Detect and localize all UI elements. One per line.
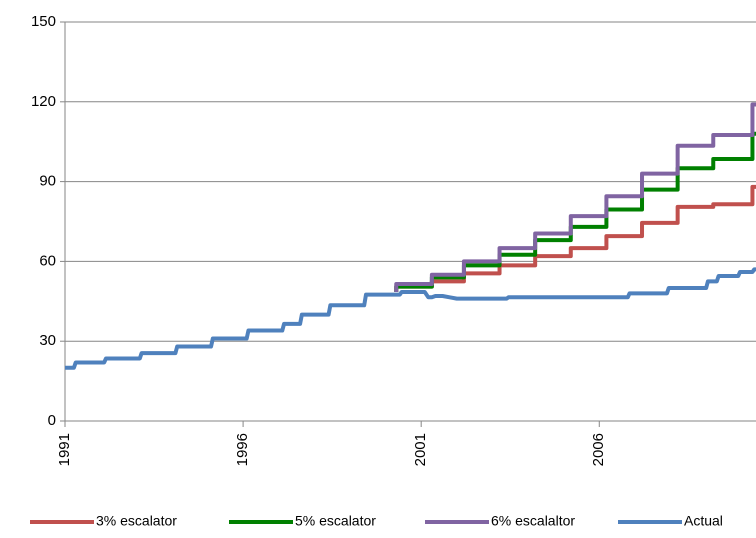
legend: 3% escalator 5% escalator 6% escalaltor Act… [30, 513, 723, 529]
x-tick-label: 1991 [56, 433, 73, 466]
legend-label: 6% escalaltor [491, 513, 575, 529]
x-tick-label: 2001 [412, 433, 429, 466]
y-tick-label: 0 [48, 412, 56, 429]
legend-label: 5% escalator [295, 513, 376, 529]
y-tick-label: 90 [39, 173, 56, 190]
y-tick-label: 30 [39, 332, 56, 349]
y-tick-label: 150 [31, 13, 56, 30]
x-tick-label: 1996 [234, 433, 251, 466]
x-tick-label: 2006 [590, 433, 607, 466]
y-tick-label: 60 [39, 252, 56, 269]
series-line [65, 267, 756, 370]
series-line [394, 131, 756, 292]
legend-label: 3% escalator [96, 513, 177, 529]
legend-label: Actual [684, 513, 723, 529]
y-tick-label: 120 [31, 93, 56, 110]
series-line [394, 184, 756, 292]
series-line [394, 102, 756, 292]
